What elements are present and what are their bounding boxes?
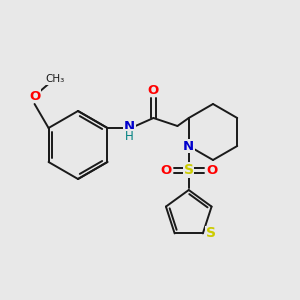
Text: O: O — [206, 164, 218, 176]
Text: O: O — [29, 89, 40, 103]
Text: S: S — [184, 163, 194, 177]
Text: O: O — [160, 164, 171, 176]
Text: CH₃: CH₃ — [45, 74, 64, 84]
Text: H: H — [125, 130, 134, 142]
Text: N: N — [183, 140, 194, 152]
Text: O: O — [148, 83, 159, 97]
Text: S: S — [206, 226, 216, 240]
Text: N: N — [124, 119, 135, 133]
